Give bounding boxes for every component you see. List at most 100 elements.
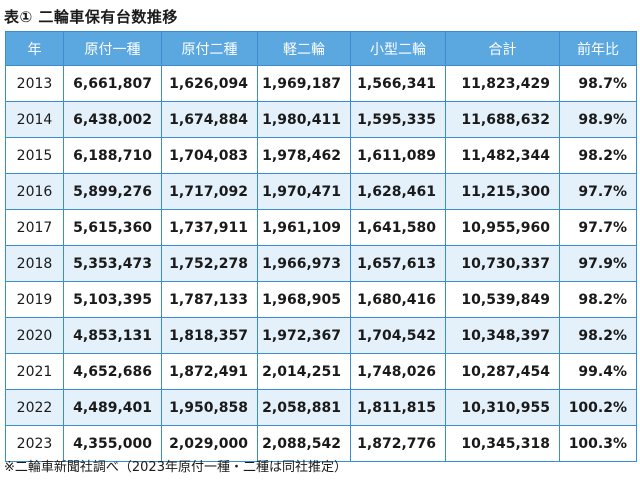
cell-yoy: 100.2% [559, 389, 637, 426]
cell-moped-class1: 4,652,686 [63, 353, 162, 390]
table-header-row: 年 原付一種 原付二種 軽二輪 小型二輪 合計 前年比 [5, 31, 637, 66]
table-row: 2014 6,438,002 1,674,884 1,980,411 1,595,335… [5, 101, 637, 138]
cell-year: 2013 [5, 65, 64, 102]
cell-yoy: 97.7% [559, 173, 637, 210]
cell-small-two-wheeler: 1,872,776 [350, 425, 446, 462]
header-yoy: 前年比 [559, 31, 637, 66]
cell-moped-class1: 5,353,473 [63, 245, 162, 282]
cell-light-two-wheeler: 1,968,905 [257, 281, 351, 318]
cell-moped-class2: 1,752,278 [161, 245, 258, 282]
cell-year: 2016 [5, 173, 64, 210]
cell-moped-class2: 1,737,911 [161, 209, 258, 246]
cell-moped-class2: 2,029,000 [161, 425, 258, 462]
cell-light-two-wheeler: 1,966,973 [257, 245, 351, 282]
table-row: 2023 4,355,000 2,029,000 2,088,542 1,872,776… [5, 425, 637, 462]
cell-moped-class2: 1,950,858 [161, 389, 258, 426]
source-note: ※二輪車新聞社調べ（2023年原付一種・二種は同社推定） [4, 460, 347, 475]
cell-moped-class1: 5,103,395 [63, 281, 162, 318]
cell-light-two-wheeler: 2,088,542 [257, 425, 351, 462]
table-row: 2016 5,899,276 1,717,092 1,970,471 1,628,461… [5, 173, 637, 210]
cell-small-two-wheeler: 1,595,335 [350, 101, 446, 138]
cell-light-two-wheeler: 2,014,251 [257, 353, 351, 390]
cell-light-two-wheeler: 1,978,462 [257, 137, 351, 174]
cell-moped-class1: 4,355,000 [63, 425, 162, 462]
cell-light-two-wheeler: 2,058,881 [257, 389, 351, 426]
cell-light-two-wheeler: 1,970,471 [257, 173, 351, 210]
cell-year: 2019 [5, 281, 64, 318]
cell-moped-class2: 1,872,491 [161, 353, 258, 390]
header-small-two-wheeler: 小型二輪 [350, 31, 446, 66]
cell-small-two-wheeler: 1,680,416 [350, 281, 446, 318]
cell-year: 2022 [5, 389, 64, 426]
cell-total: 11,688,632 [445, 101, 560, 138]
cell-yoy: 98.7% [559, 65, 637, 102]
cell-yoy: 97.9% [559, 245, 637, 282]
cell-moped-class1: 5,615,360 [63, 209, 162, 246]
cell-light-two-wheeler: 1,969,187 [257, 65, 351, 102]
table-row: 2013 6,661,807 1,626,094 1,969,187 1,566,341… [5, 65, 637, 102]
cell-light-two-wheeler: 1,972,367 [257, 317, 351, 354]
cell-moped-class1: 4,489,401 [63, 389, 162, 426]
cell-moped-class1: 4,853,131 [63, 317, 162, 354]
cell-yoy: 98.2% [559, 137, 637, 174]
table-caption: 表① 二輪車保有台数推移 [4, 8, 178, 26]
table-row: 2015 6,188,710 1,704,083 1,978,462 1,611,089… [5, 137, 637, 174]
cell-moped-class2: 1,787,133 [161, 281, 258, 318]
cell-total: 11,823,429 [445, 65, 560, 102]
cell-light-two-wheeler: 1,961,109 [257, 209, 351, 246]
cell-year: 2021 [5, 353, 64, 390]
cell-small-two-wheeler: 1,748,026 [350, 353, 446, 390]
cell-moped-class2: 1,717,092 [161, 173, 258, 210]
header-year: 年 [5, 31, 64, 66]
cell-year: 2018 [5, 245, 64, 282]
motorcycle-ownership-table: 年 原付一種 原付二種 軽二輪 小型二輪 合計 前年比 2013 6,661,80… [5, 31, 637, 462]
cell-moped-class1: 6,438,002 [63, 101, 162, 138]
cell-small-two-wheeler: 1,611,089 [350, 137, 446, 174]
cell-small-two-wheeler: 1,704,542 [350, 317, 446, 354]
cell-yoy: 98.2% [559, 281, 637, 318]
cell-year: 2023 [5, 425, 64, 462]
motorcycle-ownership-table-container: 年 原付一種 原付二種 軽二輪 小型二輪 合計 前年比 2013 6,661,80… [5, 31, 637, 462]
cell-total: 10,287,454 [445, 353, 560, 390]
cell-total: 10,539,849 [445, 281, 560, 318]
cell-moped-class2: 1,674,884 [161, 101, 258, 138]
cell-small-two-wheeler: 1,628,461 [350, 173, 446, 210]
cell-small-two-wheeler: 1,811,815 [350, 389, 446, 426]
cell-yoy: 100.3% [559, 425, 637, 462]
table-row: 2020 4,853,131 1,818,357 1,972,367 1,704,542… [5, 317, 637, 354]
cell-year: 2014 [5, 101, 64, 138]
header-moped-class1: 原付一種 [63, 31, 162, 66]
cell-light-two-wheeler: 1,980,411 [257, 101, 351, 138]
header-light-two-wheeler: 軽二輪 [257, 31, 351, 66]
cell-moped-class2: 1,704,083 [161, 137, 258, 174]
table-row: 2019 5,103,395 1,787,133 1,968,905 1,680,416… [5, 281, 637, 318]
cell-total: 10,310,955 [445, 389, 560, 426]
cell-total: 10,345,318 [445, 425, 560, 462]
header-moped-class2: 原付二種 [161, 31, 258, 66]
cell-moped-class1: 5,899,276 [63, 173, 162, 210]
cell-total: 10,955,960 [445, 209, 560, 246]
table-row: 2017 5,615,360 1,737,911 1,961,109 1,641,580… [5, 209, 637, 246]
cell-small-two-wheeler: 1,657,613 [350, 245, 446, 282]
cell-yoy: 97.7% [559, 209, 637, 246]
cell-moped-class1: 6,661,807 [63, 65, 162, 102]
cell-moped-class2: 1,626,094 [161, 65, 258, 102]
table-row: 2018 5,353,473 1,752,278 1,966,973 1,657,613… [5, 245, 637, 282]
cell-total: 10,730,337 [445, 245, 560, 282]
cell-year: 2020 [5, 317, 64, 354]
cell-total: 10,348,397 [445, 317, 560, 354]
cell-small-two-wheeler: 1,641,580 [350, 209, 446, 246]
cell-yoy: 99.4% [559, 353, 637, 390]
header-total: 合計 [445, 31, 560, 66]
cell-year: 2017 [5, 209, 64, 246]
cell-total: 11,215,300 [445, 173, 560, 210]
cell-yoy: 98.9% [559, 101, 637, 138]
cell-moped-class1: 6,188,710 [63, 137, 162, 174]
table-row: 2022 4,489,401 1,950,858 2,058,881 1,811,815… [5, 389, 637, 426]
table-row: 2021 4,652,686 1,872,491 2,014,251 1,748,026… [5, 353, 637, 390]
cell-year: 2015 [5, 137, 64, 174]
cell-moped-class2: 1,818,357 [161, 317, 258, 354]
cell-yoy: 98.2% [559, 317, 637, 354]
cell-total: 11,482,344 [445, 137, 560, 174]
cell-small-two-wheeler: 1,566,341 [350, 65, 446, 102]
